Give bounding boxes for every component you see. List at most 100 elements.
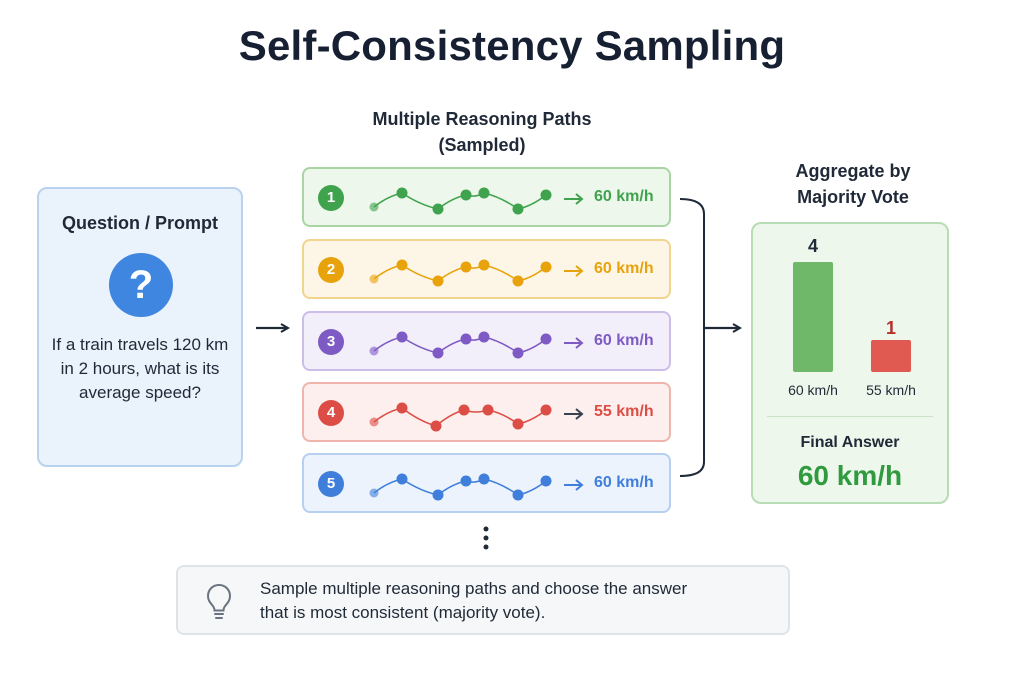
chain-node — [396, 331, 408, 343]
vote-divider — [767, 416, 933, 417]
chain-link — [401, 192, 439, 210]
reasoning-chain — [369, 187, 552, 215]
chain-node — [512, 489, 524, 501]
chain-link — [483, 264, 519, 282]
chain-node — [369, 274, 379, 284]
chain-node — [369, 202, 379, 212]
more-paths-dot — [483, 535, 489, 541]
path-answer: 60 km/h — [594, 332, 654, 349]
chain-node — [512, 418, 524, 430]
chain-node — [396, 402, 408, 414]
chain-node — [540, 404, 552, 416]
chain-node — [432, 203, 444, 215]
right-arrow-icon — [564, 337, 584, 349]
chain-node — [432, 347, 444, 359]
chain-node — [540, 475, 552, 487]
reasoning-chain — [369, 259, 552, 287]
chain-node — [512, 347, 524, 359]
paths-bracket — [679, 198, 705, 477]
path-number-badge: 1 — [318, 185, 344, 211]
chain-node — [432, 489, 444, 501]
chain-node — [478, 187, 490, 199]
question-heading: Question / Prompt — [61, 213, 218, 233]
path-answer: 60 km/h — [594, 260, 654, 277]
chain-link — [483, 192, 519, 210]
chain-link — [401, 407, 437, 427]
chain-link — [401, 264, 439, 282]
aggregate-heading-line2: Majority Vote — [797, 187, 909, 207]
chain-node — [369, 488, 379, 498]
chain-node — [540, 261, 552, 273]
reasoning-chain — [369, 402, 552, 432]
reasoning-chain — [369, 331, 552, 359]
tip-text-line2: that is most consistent (majority vote). — [260, 603, 546, 622]
reasoning-path-4: 4 55 km/h — [302, 382, 671, 442]
chain-node — [512, 203, 524, 215]
reasoning-path-3: 3 60 km/h — [302, 311, 671, 371]
question-text: If a train travels 120 km in 2 hours, wh… — [51, 335, 229, 402]
chain-node — [478, 473, 490, 485]
reasoning-path-5: 5 60 km/h — [302, 453, 671, 513]
final-answer-label: Final Answer — [800, 434, 900, 451]
reasoning-path-2: 2 60 km/h — [302, 239, 671, 299]
chain-node — [430, 420, 442, 432]
chain-link — [483, 478, 519, 496]
path-number-badge: 2 — [318, 257, 344, 283]
reasoning-chain — [369, 473, 552, 501]
chain-node — [540, 333, 552, 345]
aggregate-heading-line1: Aggregate by — [795, 161, 911, 181]
paths-heading-line2: (Sampled) — [438, 135, 526, 155]
page-title: Self-Consistency Sampling — [238, 22, 786, 69]
chain-link — [401, 478, 439, 496]
chain-node — [478, 259, 490, 271]
vote-count-60: 4 — [807, 236, 818, 256]
chain-node — [460, 261, 472, 273]
more-paths-dot — [483, 526, 489, 532]
chain-node — [369, 346, 379, 356]
vote-label-60: 60 km/h — [788, 382, 838, 398]
chain-node — [369, 417, 379, 427]
vote-label-55: 55 km/h — [866, 382, 916, 398]
chain-node — [460, 189, 472, 201]
vote-card: 4 60 km/h 1 55 km/h Final Answer 60 km/h — [751, 222, 949, 504]
chain-node — [512, 275, 524, 287]
reasoning-path-1: 1 60 km/h — [302, 167, 671, 227]
right-arrow-icon — [564, 479, 584, 491]
lightbulb-icon — [206, 583, 232, 619]
chain-node — [460, 475, 472, 487]
more-paths-dot — [483, 544, 489, 550]
tip-callout: Sample multiple reasoning paths and choo… — [176, 565, 790, 635]
path-number-badge: 3 — [318, 329, 344, 355]
chain-node — [396, 187, 408, 199]
right-arrow-icon — [564, 265, 584, 277]
final-answer-value: 60 km/h — [797, 460, 903, 491]
right-arrow-icon — [564, 408, 584, 420]
question-icon: ? — [109, 253, 173, 317]
right-arrow-icon — [564, 193, 584, 205]
paths-heading-line1: Multiple Reasoning Paths — [372, 109, 592, 129]
path-answer: 55 km/h — [594, 403, 654, 420]
chain-node — [396, 259, 408, 271]
chain-node — [432, 275, 444, 287]
vote-bar-60 — [793, 262, 833, 372]
vote-bar-55 — [871, 340, 911, 372]
paths-heading: Multiple Reasoning Paths (Sampled) — [330, 106, 634, 158]
question-card: Question / Prompt ? If a train travels 1… — [37, 187, 243, 467]
path-answer: 60 km/h — [594, 188, 654, 205]
path-answer: 60 km/h — [594, 474, 654, 491]
chain-link — [483, 336, 519, 354]
chain-node — [482, 404, 494, 416]
chain-node — [460, 333, 472, 345]
chain-node — [458, 404, 470, 416]
chain-link — [401, 336, 439, 354]
aggregate-heading: Aggregate by Majority Vote — [760, 158, 946, 210]
path-number-badge: 5 — [318, 471, 344, 497]
chain-node — [478, 331, 490, 343]
vote-count-55: 1 — [885, 318, 896, 338]
path-number-badge: 4 — [318, 400, 344, 426]
chain-node — [396, 473, 408, 485]
tip-text: Sample multiple reasoning paths and choo… — [260, 577, 770, 625]
tip-text-line1: Sample multiple reasoning paths and choo… — [260, 579, 688, 598]
chain-node — [540, 189, 552, 201]
